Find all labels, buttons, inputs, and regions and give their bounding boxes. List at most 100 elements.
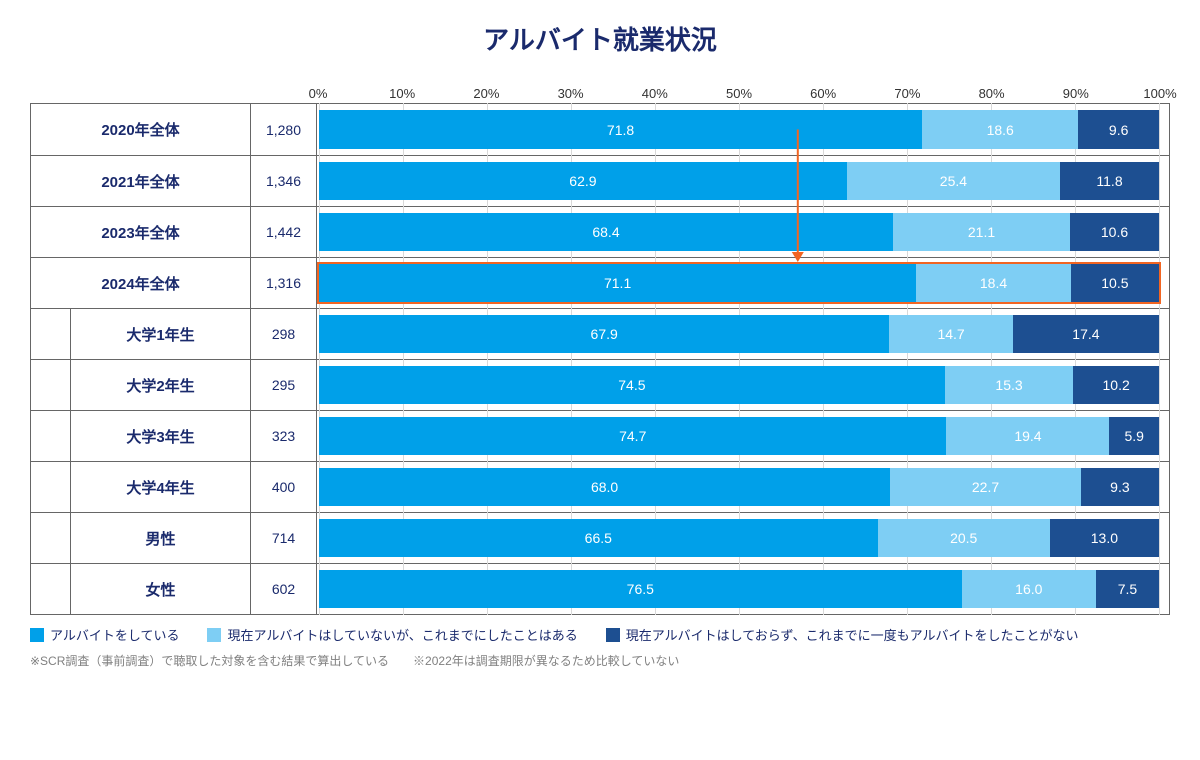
axis-tick-label: 100% (1143, 86, 1176, 101)
category-label: 2020年全体 (31, 104, 251, 155)
stacked-bar: 67.914.717.4 (319, 315, 1159, 353)
legend-swatch (606, 628, 620, 642)
category-label: 大学4年生 (71, 462, 251, 512)
category-label: 2023年全体 (31, 207, 251, 257)
axis-tick-label: 0% (309, 86, 328, 101)
table-row: 男性71466.520.513.0 (31, 512, 1169, 563)
stacked-bar: 74.515.310.2 (319, 366, 1159, 404)
stacked-bar: 71.818.69.6 (319, 110, 1159, 149)
bar-segment: 71.8 (319, 110, 922, 149)
category-label: 2024年全体 (31, 258, 251, 308)
legend: アルバイトをしている 現在アルバイトはしていないが、これまでにしたことはある 現在ア… (30, 625, 1170, 644)
indent-cell (31, 411, 71, 461)
sample-size: 1,442 (251, 207, 317, 257)
indent-cell (31, 360, 71, 410)
sample-size: 714 (251, 513, 317, 563)
category-label: 大学3年生 (71, 411, 251, 461)
legend-item: アルバイトをしている (30, 625, 179, 644)
indent-cell (31, 309, 71, 359)
category-label: 2021年全体 (31, 156, 251, 206)
bar-cell: 71.118.410.5 (317, 258, 1169, 308)
bar-segment: 21.1 (893, 213, 1070, 251)
stacked-bar: 74.719.45.9 (319, 417, 1159, 455)
legend-label: 現在アルバイトはしていないが、これまでにしたことはある (227, 625, 577, 644)
indent-cell (31, 513, 71, 563)
table-row: 女性60276.516.07.5 (31, 563, 1169, 614)
bar-segment: 5.9 (1109, 417, 1159, 455)
chart-title: アルバイト就業状況 (30, 20, 1170, 57)
axis-tick-label: 10% (389, 86, 415, 101)
bar-segment: 10.2 (1073, 366, 1159, 404)
bar-segment: 14.7 (889, 315, 1012, 353)
bar-segment: 68.4 (319, 213, 893, 251)
bar-segment: 16.0 (962, 570, 1096, 608)
axis-tick-area: 0%10%20%30%40%50%60%70%80%90%100% (318, 81, 1160, 103)
table-row: 2021年全体1,34662.925.411.8 (31, 155, 1169, 206)
table-row: 2023年全体1,44268.421.110.6 (31, 206, 1169, 257)
bar-segment: 19.4 (946, 417, 1109, 455)
bar-segment: 11.8 (1060, 162, 1159, 200)
bar-segment: 9.3 (1081, 468, 1159, 506)
axis-tick-label: 90% (1063, 86, 1089, 101)
bar-cell: 71.818.69.6 (317, 104, 1169, 155)
bar-segment: 68.0 (319, 468, 890, 506)
legend-swatch (207, 628, 221, 642)
category-label: 女性 (71, 564, 251, 614)
footnote-text: ※2022年は調査期限が異なるため比較していない (413, 652, 679, 669)
legend-label: 現在アルバイトはしておらず、これまでに一度もアルバイトをしたことがない (626, 625, 1079, 644)
legend-item: 現在アルバイトはしておらず、これまでに一度もアルバイトをしたことがない (606, 625, 1079, 644)
bar-segment: 15.3 (945, 366, 1074, 404)
bar-segment: 76.5 (319, 570, 962, 608)
bar-segment: 67.9 (319, 315, 889, 353)
footnotes: ※SCR調査（事前調査）で聴取した対象を含む結果で算出している ※2022年は調査… (30, 652, 1170, 669)
legend-label: アルバイトをしている (50, 625, 179, 644)
axis-tick-label: 30% (558, 86, 584, 101)
sample-size: 298 (251, 309, 317, 359)
bar-cell: 68.421.110.6 (317, 207, 1169, 257)
bar-segment: 18.6 (922, 110, 1078, 149)
axis-tick-label: 80% (979, 86, 1005, 101)
sample-size: 295 (251, 360, 317, 410)
bar-segment: 17.4 (1013, 315, 1159, 353)
bar-segment: 7.5 (1096, 570, 1159, 608)
axis-tick-label: 50% (726, 86, 752, 101)
bar-segment: 20.5 (878, 519, 1050, 557)
axis-tick-label: 60% (810, 86, 836, 101)
sample-size: 1,316 (251, 258, 317, 308)
bar-segment: 10.6 (1070, 213, 1159, 251)
stacked-bar: 71.118.410.5 (319, 264, 1159, 302)
bar-cell: 74.719.45.9 (317, 411, 1169, 461)
sample-size: 400 (251, 462, 317, 512)
footnote-text: ※SCR調査（事前調査）で聴取した対象を含む結果で算出している (30, 652, 389, 669)
bar-segment: 9.6 (1078, 110, 1159, 149)
bar-cell: 74.515.310.2 (317, 360, 1169, 410)
stacked-bar: 68.421.110.6 (319, 213, 1159, 251)
sample-size: 1,280 (251, 104, 317, 155)
bar-cell: 76.516.07.5 (317, 564, 1169, 614)
category-label: 男性 (71, 513, 251, 563)
table-row: 2020年全体1,28071.818.69.6 (31, 104, 1169, 155)
bar-segment: 62.9 (319, 162, 847, 200)
indent-cell (31, 462, 71, 512)
bar-segment: 13.0 (1050, 519, 1159, 557)
stacked-bar: 66.520.513.0 (319, 519, 1159, 557)
sample-size: 323 (251, 411, 317, 461)
axis-tick-label: 70% (894, 86, 920, 101)
category-label: 大学2年生 (71, 360, 251, 410)
stacked-bar: 68.022.79.3 (319, 468, 1159, 506)
table-row: 2024年全体1,31671.118.410.5 (31, 257, 1169, 308)
bar-segment: 18.4 (916, 264, 1071, 302)
x-axis: 0%10%20%30%40%50%60%70%80%90%100% (30, 81, 1170, 103)
sample-size: 602 (251, 564, 317, 614)
bar-cell: 67.914.717.4 (317, 309, 1169, 359)
table-row: 大学1年生29867.914.717.4 (31, 308, 1169, 359)
chart-container: 0%10%20%30%40%50%60%70%80%90%100% 2020年全… (30, 81, 1170, 615)
sample-size: 1,346 (251, 156, 317, 206)
bar-segment: 22.7 (890, 468, 1081, 506)
axis-tick-label: 40% (642, 86, 668, 101)
indent-cell (31, 564, 71, 614)
stacked-bar: 62.925.411.8 (319, 162, 1159, 200)
stacked-bar: 76.516.07.5 (319, 570, 1159, 608)
table-row: 大学4年生40068.022.79.3 (31, 461, 1169, 512)
legend-swatch (30, 628, 44, 642)
